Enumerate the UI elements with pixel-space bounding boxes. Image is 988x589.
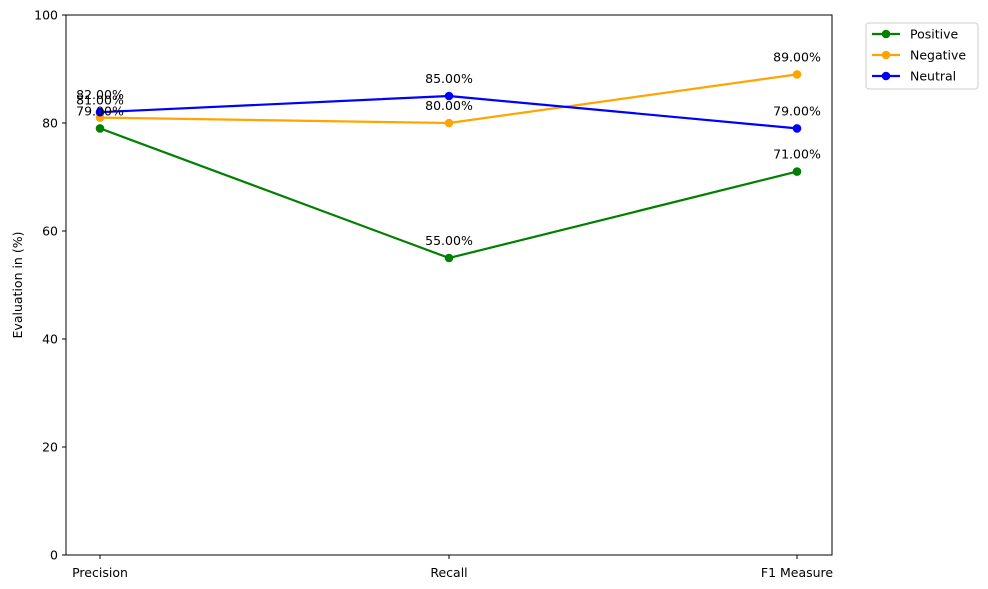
y-axis-label: Evaluation in (%) (10, 232, 25, 339)
data-point-negative (444, 118, 454, 128)
series-layer (95, 70, 802, 263)
data-point-positive (95, 124, 105, 133)
y-tick-label: 0 (50, 548, 58, 563)
x-tick-label: F1 Measure (761, 565, 834, 580)
data-label-negative: 89.00% (773, 49, 821, 64)
legend-label-negative: Negative (910, 48, 966, 63)
legend-marker-positive (881, 29, 891, 39)
data-point-negative (792, 70, 802, 79)
data-label-positive: 55.00% (425, 233, 473, 248)
x-axis: Precision Recall F1 Measure (72, 555, 833, 580)
data-label-negative: 80.00% (425, 98, 473, 113)
legend-label-neutral: Neutral (910, 69, 956, 84)
y-tick-label: 60 (42, 224, 58, 239)
data-label-positive: 79.00% (76, 103, 124, 118)
y-tick-label: 100 (34, 8, 58, 23)
data-label-neutral: 85.00% (425, 71, 473, 86)
data-point-neutral (792, 124, 802, 133)
y-tick-label: 20 (42, 440, 58, 455)
legend-box (865, 22, 979, 90)
data-point-positive (444, 253, 454, 263)
data-label-neutral: 79.00% (773, 103, 821, 118)
y-tick-label: 80 (42, 116, 58, 131)
legend-label-positive: Positive (910, 27, 958, 42)
y-tick-label: 40 (42, 332, 58, 347)
legend: Positive Negative Neutral (865, 22, 979, 90)
y-axis: 0 20 40 60 80 100 (34, 8, 66, 563)
legend-marker-neutral (881, 71, 891, 81)
data-labels: 79.00% 55.00% 71.00% 81.00% 80.00% 89.00% 82.0… (76, 49, 821, 248)
data-label-positive: 71.00% (773, 147, 821, 162)
x-tick-label: Precision (72, 565, 128, 580)
data-label-negative: 81.00% (76, 93, 124, 108)
data-label-neutral: 82.00% (76, 87, 124, 102)
data-point-neutral (95, 107, 105, 117)
plot-frame (65, 14, 833, 556)
legend-marker-negative (881, 50, 891, 60)
plot-area (66, 15, 832, 555)
x-tick-label: Recall (430, 565, 467, 580)
data-point-neutral (444, 91, 454, 101)
data-point-positive (792, 167, 802, 176)
